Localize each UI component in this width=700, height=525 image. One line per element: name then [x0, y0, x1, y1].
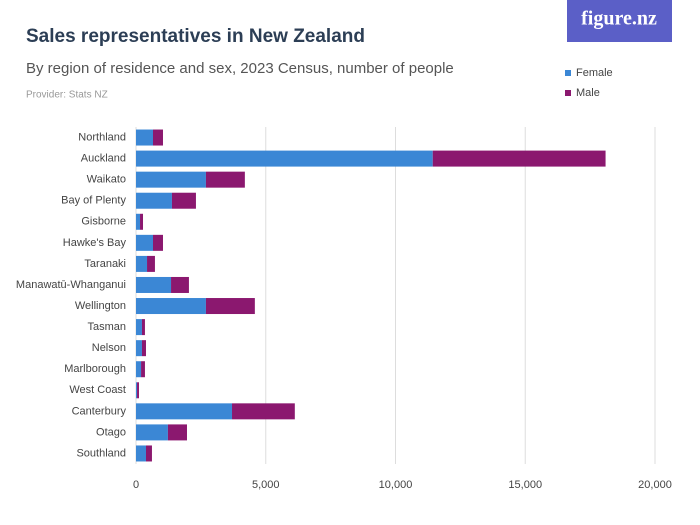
provider: Provider: Stats NZ	[26, 90, 108, 101]
bar-segment	[136, 255, 148, 272]
bar-segment	[136, 382, 138, 399]
bar-segment	[136, 276, 172, 293]
x-tick-label: 10,000	[379, 479, 413, 491]
y-tick-label: Bay of Plenty	[61, 195, 126, 207]
logo: figure.nz	[581, 8, 657, 30]
y-tick-label: Northland	[78, 131, 126, 143]
bar-segment	[136, 171, 206, 188]
bar-segment	[152, 129, 163, 146]
x-tick-label: 5,000	[252, 479, 280, 491]
bar-segment	[205, 171, 245, 188]
bar-segment	[147, 255, 155, 272]
y-tick-label: Auckland	[81, 153, 126, 165]
y-tick-label: Hawke's Bay	[63, 237, 127, 249]
bar-segment	[141, 319, 145, 336]
bar-segment	[136, 298, 206, 315]
y-tick-label: West Coast	[69, 384, 126, 396]
bar-segment	[136, 192, 172, 209]
legend-swatch	[565, 90, 571, 96]
bar-segment	[152, 234, 163, 251]
bar-segment	[136, 150, 433, 167]
y-tick-label: Wellington	[75, 300, 126, 312]
y-tick-label: Southland	[76, 447, 126, 459]
bar-segment	[232, 403, 295, 420]
y-tick-label: Otago	[96, 426, 126, 438]
bar-segment	[141, 340, 146, 357]
y-tick-label: Gisborne	[81, 216, 126, 228]
y-tick-label: Waikato	[87, 174, 126, 186]
y-tick-label: Tasman	[87, 321, 126, 333]
legend-swatch	[565, 70, 571, 76]
y-tick-label: Canterbury	[72, 405, 127, 417]
bar-segment	[171, 276, 189, 293]
bar-segment	[136, 445, 146, 462]
y-tick-label: Manawatū-Whanganui	[16, 279, 126, 291]
bar-segment	[136, 129, 153, 146]
x-tick-label: 15,000	[508, 479, 542, 491]
bar-segment	[205, 298, 255, 315]
bar-segment	[136, 319, 142, 336]
x-tick-label: 0	[133, 479, 139, 491]
bar-segment	[136, 361, 142, 378]
bar-segment	[136, 234, 153, 251]
y-tick-label: Taranaki	[84, 258, 126, 270]
legend-label: Female	[576, 67, 613, 79]
bar-segment	[136, 340, 142, 357]
logo-box	[567, 0, 672, 42]
bar-segment	[136, 213, 141, 230]
y-tick-label: Nelson	[92, 342, 126, 354]
bar-segment	[141, 361, 145, 378]
bar-segment	[140, 213, 144, 230]
bar-segment	[137, 382, 139, 399]
x-tick-label: 20,000	[638, 479, 672, 491]
chart-subtitle: By region of residence and sex, 2023 Cen…	[26, 60, 454, 77]
bar-segment	[145, 445, 152, 462]
bar-segment	[167, 424, 187, 441]
legend-label: Male	[576, 87, 600, 99]
chart-title: Sales representatives in New Zealand	[26, 26, 365, 47]
bar-segment	[432, 150, 606, 167]
bar-segment	[171, 192, 196, 209]
y-tick-label: Marlborough	[64, 363, 126, 375]
bar-segment	[136, 424, 168, 441]
bar-segment	[136, 403, 233, 420]
